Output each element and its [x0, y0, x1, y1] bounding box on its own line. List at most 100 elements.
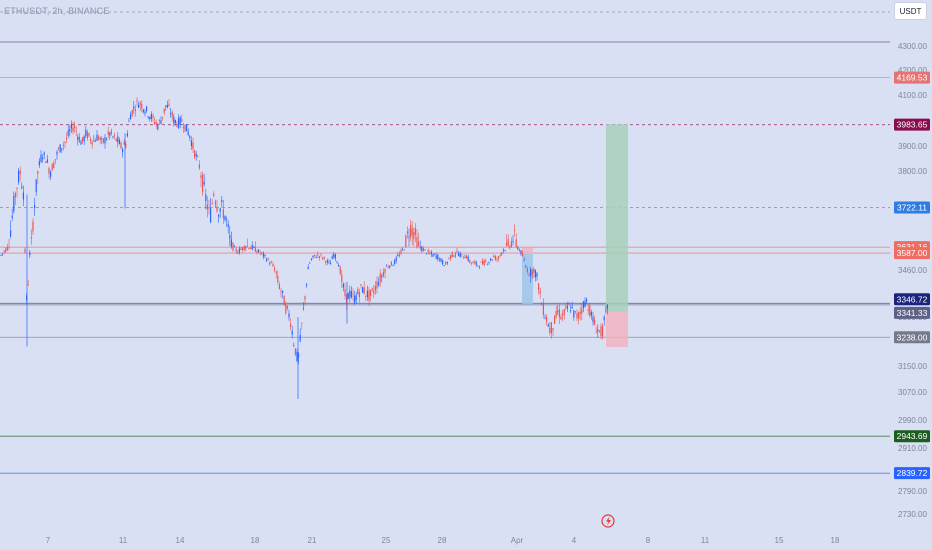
candle-body: [106, 139, 108, 140]
currency-button[interactable]: USDT: [894, 2, 927, 20]
candle-body: [210, 208, 212, 223]
candle: [419, 240, 421, 251]
candle: [195, 150, 197, 161]
candle-body: [86, 131, 88, 139]
candle-body: [397, 255, 399, 257]
candle-body: [235, 248, 237, 252]
candle-body: [102, 138, 104, 143]
candle: [21, 182, 23, 190]
candle: [312, 255, 314, 260]
candle: [442, 259, 444, 266]
candle-body: [14, 193, 16, 198]
candle-body: [136, 100, 138, 102]
candle: [398, 251, 400, 258]
lightning-icon[interactable]: [601, 514, 615, 528]
candle: [19, 166, 21, 181]
candle: [40, 150, 42, 164]
candle: [102, 138, 104, 144]
candle: [338, 262, 340, 267]
price-tag-bg: [894, 306, 930, 319]
candle: [438, 257, 440, 263]
candle-body: [75, 131, 77, 132]
candle: [306, 282, 308, 288]
price-tag-label: 2943.69: [897, 431, 928, 441]
candle: [523, 257, 525, 262]
candle: [427, 248, 429, 255]
candle-body: [494, 255, 496, 260]
candle: [379, 268, 381, 288]
candle-body: [219, 208, 221, 212]
candle: [38, 157, 40, 168]
candle-body: [150, 113, 152, 120]
candle: [86, 129, 88, 141]
candle: [546, 314, 548, 326]
candle: [240, 247, 242, 250]
candle: [115, 138, 117, 142]
candle-body: [456, 250, 458, 252]
candle: [227, 220, 229, 234]
candle-body: [576, 313, 578, 319]
candle: [318, 255, 320, 261]
candle: [418, 232, 420, 247]
candle-body: [138, 104, 140, 108]
candle-body: [525, 266, 527, 268]
candle: [211, 199, 213, 206]
candle-body: [184, 124, 186, 132]
candle: [90, 136, 92, 145]
candle-body: [16, 187, 18, 189]
candle-body: [542, 303, 544, 315]
candle: [122, 147, 124, 158]
candle: [547, 322, 549, 327]
candle: [258, 248, 260, 253]
candle: [45, 161, 47, 163]
candle: [110, 128, 112, 136]
candle-body: [584, 301, 586, 308]
candle-body: [435, 255, 437, 259]
candle-body: [22, 192, 24, 200]
candle-body: [360, 284, 362, 286]
candle-body: [91, 141, 93, 145]
price-tag-label: 3341.33: [897, 308, 928, 318]
candle: [106, 137, 108, 141]
candle-body: [362, 287, 364, 293]
candle: [446, 261, 448, 266]
candle-body: [424, 249, 426, 250]
candle-body: [347, 293, 349, 300]
candle-body: [478, 266, 480, 268]
candle: [390, 261, 392, 266]
candle-body: [443, 265, 445, 267]
candle: [69, 124, 71, 137]
candle-body: [606, 304, 608, 309]
price-tag: 3238.00: [894, 331, 930, 344]
candle: [91, 141, 93, 149]
candle: [472, 261, 474, 264]
candle-body: [125, 144, 127, 148]
candle: [422, 246, 424, 252]
candle-body: [32, 221, 34, 232]
candle-body: [558, 309, 560, 318]
candle: [10, 220, 12, 239]
candle-body: [144, 111, 146, 114]
candle-body: [208, 206, 210, 209]
candle: [534, 269, 536, 282]
candle-body: [406, 231, 408, 234]
candle-body: [18, 170, 20, 183]
candle-body: [315, 257, 317, 259]
candle-body: [434, 253, 436, 255]
candle: [166, 100, 168, 109]
candle: [53, 160, 55, 169]
candle-body: [182, 126, 184, 129]
candle: [154, 117, 156, 126]
candle-body: [310, 259, 312, 261]
candle-body: [570, 310, 572, 312]
candle-body: [34, 204, 36, 209]
candle-body: [432, 254, 434, 257]
candle: [310, 257, 312, 261]
candle-body: [256, 251, 258, 253]
candle-body: [187, 131, 189, 136]
price-tick-label: 3460.00: [898, 266, 927, 275]
price-tag-bg: [894, 467, 930, 480]
candle: [229, 226, 231, 247]
price-tags-layer: 4169.533983.653722.113631.163587.003346.…: [894, 71, 930, 480]
